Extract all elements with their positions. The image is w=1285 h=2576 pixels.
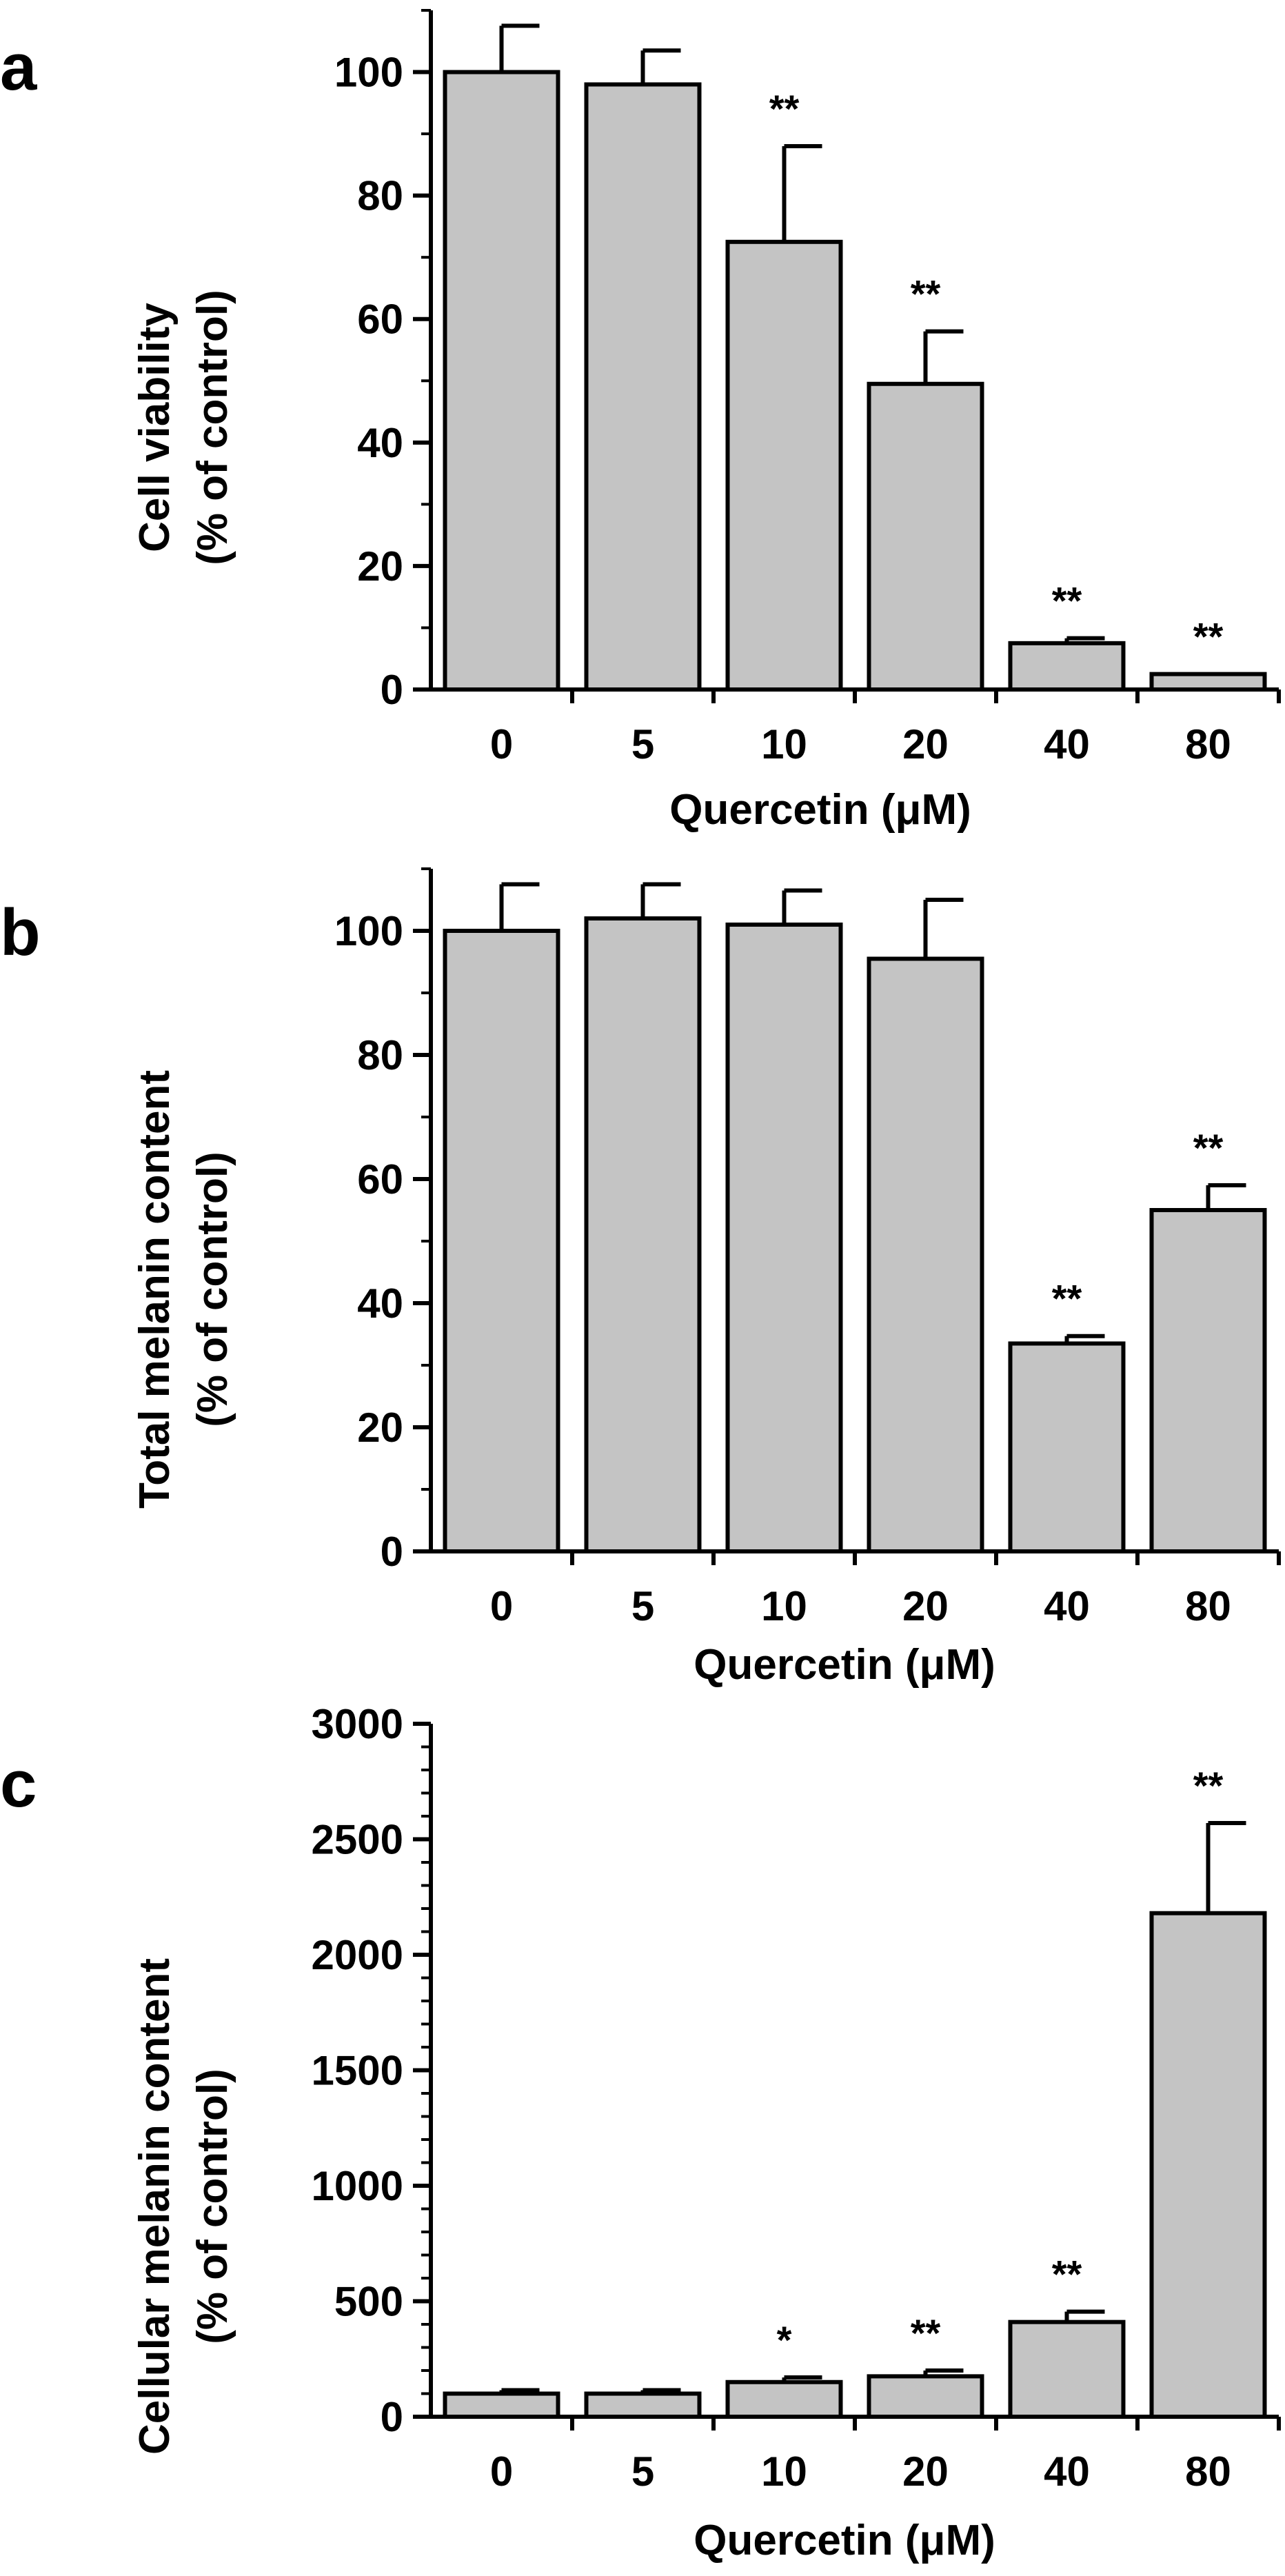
y-tick-label-80: 80	[357, 1032, 403, 1078]
x-tick-label-20: 20	[902, 2448, 949, 2495]
y-tick-label-20: 20	[357, 1405, 403, 1451]
y-tick-label-500: 500	[334, 2279, 403, 2325]
x-tick-label-80: 80	[1185, 1583, 1231, 1629]
panel-c-ylabel: Cellular melanin content (% of control)	[131, 1958, 236, 2455]
bar-0	[443, 929, 560, 1553]
panel-b-xlabel: Quercetin (μM)	[694, 1641, 995, 1689]
panel-a-ylabel-line2: (% of control)	[189, 290, 236, 565]
x-tick-label-0: 0	[490, 2448, 513, 2495]
x-tick-label-10: 10	[761, 721, 807, 767]
significance-20: **	[911, 2311, 941, 2355]
y-tick-label-100: 100	[334, 50, 403, 96]
x-tick-label-5: 5	[631, 721, 654, 767]
bar-80	[1149, 1911, 1267, 2419]
x-tick-label-5: 5	[631, 1583, 654, 1629]
panel-a-viability-chart: a Cell viability (% of control) 0 5 ** 10 **…	[0, 9, 1281, 834]
y-tick-label-60: 60	[357, 296, 403, 343]
y-tick-label-40: 40	[357, 1280, 403, 1327]
bar-5	[584, 82, 702, 692]
bar-10	[725, 923, 843, 1553]
x-tick-label-80: 80	[1185, 2448, 1231, 2495]
x-tick-label-10: 10	[761, 2448, 807, 2495]
significance-80: **	[1193, 1764, 1224, 1807]
x-tick-label-40: 40	[1044, 1583, 1090, 1629]
significance-40: **	[1052, 2253, 1082, 2296]
significance-80: **	[1193, 615, 1224, 658]
bar-80	[1149, 672, 1267, 692]
y-tick-label-0: 0	[381, 2394, 403, 2440]
panel-b-ylabel-line1: Total melanin content	[131, 1070, 179, 1509]
bar-0	[443, 2391, 560, 2419]
significance-80: **	[1193, 1126, 1224, 1169]
x-tick-label-40: 40	[1044, 721, 1090, 767]
panel-a-ylabel-line1: Cell viability	[131, 303, 179, 552]
x-tick-label-20: 20	[902, 721, 949, 767]
y-tick-label-3000: 3000	[312, 1701, 403, 1747]
bar-20	[867, 381, 984, 692]
bar-40	[1008, 1341, 1126, 1553]
x-tick-label-10: 10	[761, 1583, 807, 1629]
y-tick-label-0: 0	[381, 667, 403, 713]
x-tick-label-80: 80	[1185, 721, 1231, 767]
y-tick-label-80: 80	[357, 173, 403, 219]
significance-10: **	[769, 87, 800, 130]
y-tick-label-1500: 1500	[312, 2048, 403, 2094]
significance-40: **	[1052, 579, 1082, 623]
bar-40	[1008, 641, 1126, 692]
significance-20: **	[911, 272, 941, 316]
panel-b-plot-area: 0 5 10 20 ** 40 ** 80 0 20 40 60 80 100	[334, 867, 1281, 1629]
y-tick-label-60: 60	[357, 1156, 403, 1203]
panel-b-ylabel: Total melanin content (% of control)	[131, 1070, 236, 1509]
bar-20	[867, 2374, 984, 2419]
x-tick-label-5: 5	[631, 2448, 654, 2495]
panel-b-letter: b	[0, 896, 41, 969]
panel-a-ylabel: Cell viability (% of control)	[131, 290, 236, 565]
y-tick-label-2000: 2000	[312, 1932, 403, 1978]
panel-b-total-melanin-chart: b Total melanin content (% of control) 0…	[0, 867, 1281, 1689]
panel-c-ylabel-line1: Cellular melanin content	[131, 1958, 179, 2455]
bar-10	[725, 2379, 843, 2419]
bar-40	[1008, 2320, 1126, 2419]
significance-10: *	[777, 2318, 792, 2362]
panel-a-plot-area: 0 5 ** 10 ** 20 ** 40 ** 80 0 20 40 60 80 100	[334, 9, 1281, 767]
x-tick-label-0: 0	[490, 1583, 513, 1629]
x-tick-label-20: 20	[902, 1583, 949, 1629]
panel-c-cellular-melanin-chart: c Cellular melanin content (% of control…	[0, 1701, 1281, 2564]
bar-5	[584, 916, 702, 1553]
bar-5	[584, 2391, 702, 2419]
y-tick-label-40: 40	[357, 420, 403, 466]
y-tick-label-20: 20	[357, 543, 403, 590]
y-tick-label-2500: 2500	[312, 1817, 403, 1863]
y-tick-label-1000: 1000	[312, 2163, 403, 2209]
panel-c-letter: c	[0, 1747, 37, 1821]
bar-20	[867, 956, 984, 1553]
bar-10	[725, 239, 843, 692]
panel-c-ylabel-line2: (% of control)	[189, 2069, 236, 2344]
y-tick-label-0: 0	[381, 1529, 403, 1575]
bar-0	[443, 70, 560, 692]
panel-a-letter: a	[0, 30, 37, 104]
panel-c-xlabel: Quercetin (μM)	[694, 2517, 995, 2564]
significance-40: **	[1052, 1277, 1082, 1320]
x-tick-label-40: 40	[1044, 2448, 1090, 2495]
panel-c-plot-area: 0 5 * 10 ** 20 ** 40 ** 80 0 500 1000 1500 2000 2500 300…	[312, 1701, 1281, 2495]
bar-80	[1149, 1208, 1267, 1553]
y-tick-label-100: 100	[334, 908, 403, 954]
panel-b-ylabel-line2: (% of control)	[189, 1151, 236, 1427]
x-tick-label-0: 0	[490, 721, 513, 767]
panel-a-xlabel: Quercetin (μM)	[669, 786, 971, 834]
